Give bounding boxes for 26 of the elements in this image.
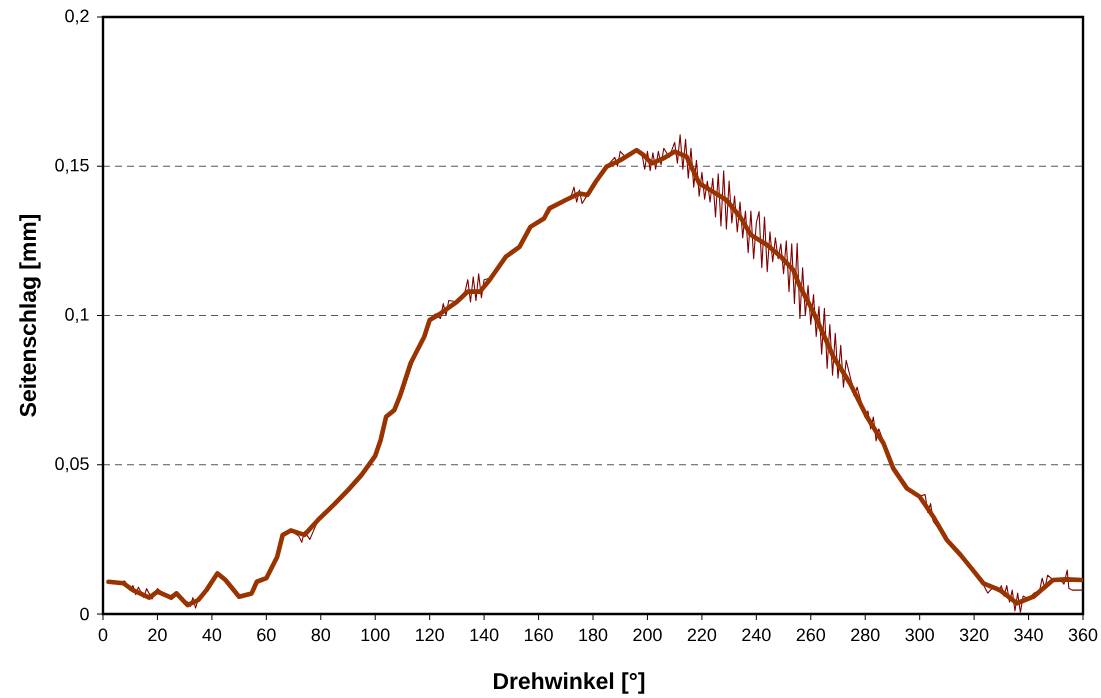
x-tick-label: 240 bbox=[742, 628, 771, 642]
x-tick-label: 80 bbox=[311, 628, 331, 642]
x-tick-label: 60 bbox=[257, 628, 276, 642]
x-tick-label: 220 bbox=[687, 628, 717, 642]
y-tick-label: 0,1 bbox=[65, 308, 89, 323]
x-tick-label: 140 bbox=[470, 628, 499, 642]
y-axis-title: Seitenschlag [mm] bbox=[19, 214, 41, 417]
x-tick-label: 360 bbox=[1068, 628, 1098, 642]
y-tick-label: 0 bbox=[80, 607, 89, 621]
x-tick-label: 180 bbox=[579, 628, 608, 642]
x-axis-title: Drehwinkel [°] bbox=[494, 672, 645, 694]
x-tick-label: 320 bbox=[959, 628, 989, 642]
x-tick-label: 340 bbox=[1014, 628, 1043, 642]
x-tick-label: 120 bbox=[416, 628, 444, 642]
x-tick-label: 300 bbox=[905, 628, 934, 642]
x-tick-label: 280 bbox=[851, 628, 880, 642]
x-tick-label: 0 bbox=[98, 628, 108, 642]
x-tick-label: 40 bbox=[202, 628, 222, 642]
y-tick-label: 0,15 bbox=[55, 158, 89, 174]
x-tick-label: 20 bbox=[148, 628, 167, 642]
x-tick-label: 100 bbox=[361, 628, 390, 642]
x-tick-label: 200 bbox=[633, 628, 662, 642]
x-tick-label: 260 bbox=[796, 628, 826, 642]
y-tick-label: 0,2 bbox=[65, 9, 89, 25]
y-tick-label: 0,05 bbox=[55, 457, 89, 473]
x-tick-label: 160 bbox=[524, 628, 553, 642]
